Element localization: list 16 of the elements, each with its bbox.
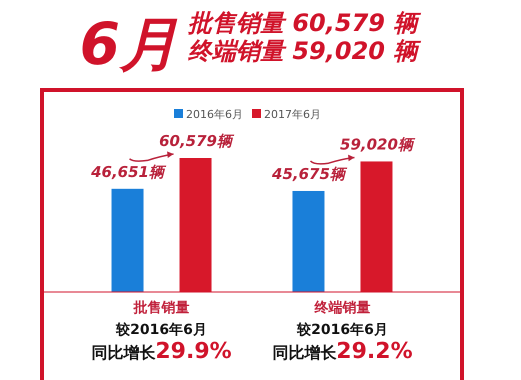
- chart-subtitle: 批售销量 60,579 辆终端销量 59,020 辆: [187, 9, 422, 65]
- bar: [112, 188, 144, 292]
- chart-title: 6月: [80, 10, 178, 78]
- text: 同比增长29.9%: [91, 339, 232, 364]
- legend-label: 2016年6月: [186, 108, 243, 121]
- text: 较2016年6月: [296, 322, 388, 338]
- data-label: 60,579辆: [159, 132, 235, 150]
- data-label: 46,651辆: [90, 162, 167, 181]
- legend-label: 2017年6月: [264, 108, 321, 121]
- x-tick-label: 终端销量: [313, 300, 370, 316]
- data-label: 59,020辆: [340, 135, 416, 154]
- data-label: 45,675辆: [271, 164, 348, 183]
- x-tick-label: 批售销量: [132, 300, 190, 316]
- text: 较2016年6月: [115, 322, 207, 338]
- bar: [292, 190, 324, 292]
- text: 同比增长29.2%: [272, 339, 413, 364]
